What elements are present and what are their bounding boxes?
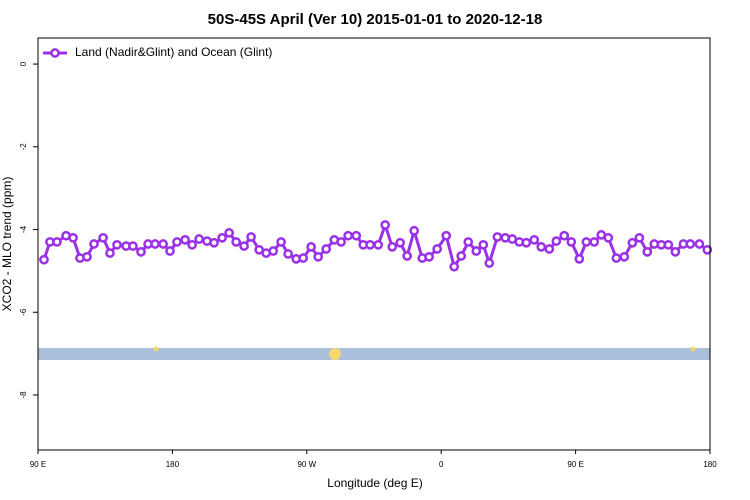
point: [589, 237, 600, 247]
point: [336, 237, 346, 247]
point: [559, 230, 570, 241]
point: [351, 230, 362, 241]
point: [463, 237, 474, 247]
point: [685, 239, 696, 249]
y-tick-label: -6: [19, 308, 28, 316]
x-tick-label: 180: [703, 460, 717, 469]
point: [627, 237, 638, 248]
point: [217, 232, 227, 243]
x-tick-label: 90 E: [30, 460, 46, 469]
point: [150, 239, 160, 249]
point: [276, 237, 286, 247]
flag-marker: [153, 346, 159, 352]
point: [544, 244, 555, 254]
x-tick-label: 90 E: [567, 460, 583, 469]
point: [98, 232, 108, 243]
x-tick-label: 90 W: [297, 460, 316, 469]
point: [180, 235, 190, 245]
y-tick-label: -8: [19, 391, 28, 399]
point: [39, 254, 49, 265]
point: [611, 253, 622, 263]
point: [663, 239, 674, 250]
point: [449, 261, 460, 272]
point: [478, 239, 489, 250]
point: [52, 237, 62, 247]
point: [395, 237, 405, 248]
point: [380, 220, 391, 230]
point: [529, 235, 540, 245]
plot-frame: [37, 37, 711, 451]
point: [536, 242, 547, 252]
point: [581, 237, 592, 247]
point: [194, 234, 204, 244]
point: [424, 251, 434, 262]
point: [172, 237, 182, 247]
point: [702, 244, 713, 255]
point: [68, 232, 78, 243]
point: [298, 253, 309, 263]
flag-marker: [329, 348, 341, 360]
point: [82, 251, 92, 262]
point: [89, 239, 99, 249]
point: [409, 225, 420, 236]
y-tick-label: -4: [19, 225, 28, 233]
point: [456, 251, 467, 261]
point: [321, 244, 332, 254]
flag-marker: [690, 346, 696, 352]
point: [484, 258, 495, 268]
land-band: [38, 348, 710, 360]
legend-marker: [50, 48, 60, 58]
point: [634, 232, 645, 243]
point: [128, 241, 138, 251]
legend-label: Land (Nadir&Glint) and Ocean (Glint): [75, 45, 272, 59]
point: [603, 232, 614, 243]
point: [209, 237, 219, 248]
point: [224, 227, 234, 238]
point: [105, 248, 115, 258]
x-tick-label: 0: [439, 460, 444, 469]
point: [642, 247, 653, 257]
x-tick-label: 180: [166, 460, 180, 469]
point: [551, 236, 562, 246]
y-axis-label: XCO2 - MLO trend (ppm): [0, 177, 14, 312]
point: [231, 237, 242, 247]
point: [432, 244, 443, 254]
point: [574, 254, 585, 264]
point: [136, 247, 146, 257]
point: [365, 239, 375, 250]
point: [694, 239, 705, 249]
point: [619, 251, 630, 262]
point: [566, 237, 577, 247]
point: [670, 247, 681, 257]
point: [306, 242, 316, 252]
point: [387, 242, 398, 252]
point: [402, 251, 413, 261]
point: [283, 249, 293, 259]
point: [112, 239, 122, 250]
chart-title: 50S-45S April (Ver 10) 2015-01-01 to 202…: [208, 11, 543, 28]
point: [373, 239, 384, 250]
point: [187, 239, 197, 250]
point: [158, 239, 168, 249]
point: [313, 251, 323, 262]
y-tick-label: 0: [19, 61, 28, 66]
point: [239, 241, 249, 251]
point: [492, 232, 503, 242]
point: [521, 237, 532, 248]
point: [268, 246, 279, 256]
point: [471, 246, 482, 256]
y-tick-label: -2: [19, 143, 28, 151]
point: [246, 232, 256, 242]
point: [165, 246, 175, 256]
point: [343, 230, 354, 241]
point: [441, 230, 452, 241]
x-axis-label: Longitude (deg E): [327, 476, 422, 490]
